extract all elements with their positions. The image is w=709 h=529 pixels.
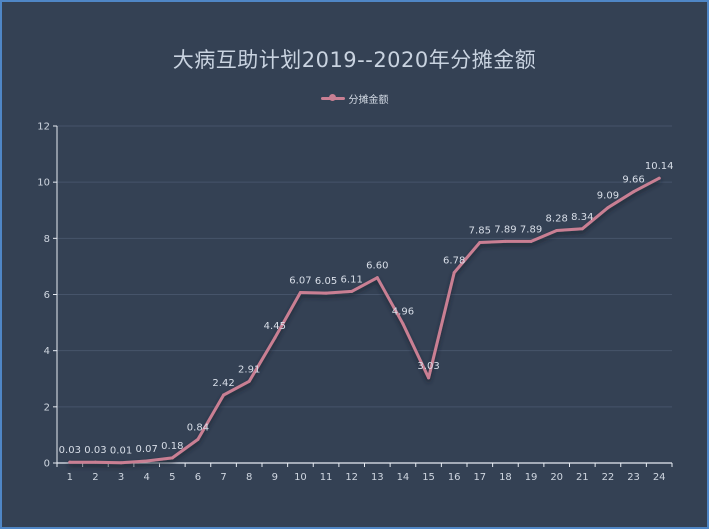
data-point[interactable] xyxy=(273,336,277,340)
data-label: 7.85 xyxy=(469,226,491,237)
data-label: 2.91 xyxy=(238,364,260,375)
legend-label: 分摊金额 xyxy=(348,95,389,106)
data-point[interactable] xyxy=(606,206,610,210)
data-label: 0.03 xyxy=(84,445,106,456)
x-tick-label: 21 xyxy=(576,472,589,483)
data-label: 7.89 xyxy=(520,224,542,235)
data-label: 6.05 xyxy=(315,276,337,287)
y-tick-label: 12 xyxy=(37,122,50,133)
data-point[interactable] xyxy=(93,460,97,464)
data-point[interactable] xyxy=(170,456,174,460)
x-tick-label: 20 xyxy=(550,472,563,483)
data-point[interactable] xyxy=(145,459,149,463)
data-point[interactable] xyxy=(452,271,456,275)
data-label: 6.07 xyxy=(289,276,311,287)
y-tick-label: 10 xyxy=(37,178,50,189)
chart-title: 大病互助计划2019--2020年分摊金额 xyxy=(172,48,537,72)
legend[interactable]: 分摊金额 xyxy=(0,91,709,106)
y-tick-label: 2 xyxy=(44,402,50,413)
y-tick-label: 4 xyxy=(44,346,50,357)
grid-lines xyxy=(57,125,672,408)
data-label: 0.18 xyxy=(161,441,183,452)
data-label: 9.66 xyxy=(622,175,644,186)
x-tick-label: 23 xyxy=(627,472,640,483)
data-point[interactable] xyxy=(478,241,482,245)
data-label: 0.03 xyxy=(59,445,81,456)
data-label: 0.07 xyxy=(136,444,158,455)
data-label: 7.89 xyxy=(494,224,516,235)
data-label: 2.42 xyxy=(212,378,234,389)
x-tick-label: 8 xyxy=(246,472,252,483)
data-point[interactable] xyxy=(350,289,354,293)
x-tick-label: 12 xyxy=(345,472,358,483)
data-point[interactable] xyxy=(68,460,72,464)
x-tick-label: 6 xyxy=(195,472,201,483)
x-tick-label: 9 xyxy=(272,472,278,483)
data-label: 0.84 xyxy=(187,422,209,433)
data-label: 4.45 xyxy=(264,321,286,332)
data-point[interactable] xyxy=(196,437,200,441)
x-tick-label: 18 xyxy=(499,472,512,483)
data-label: 8.34 xyxy=(571,212,593,223)
series-line-path[interactable] xyxy=(68,176,661,465)
x-tick-label: 5 xyxy=(169,472,175,483)
data-point[interactable] xyxy=(324,291,328,295)
data-point[interactable] xyxy=(529,239,533,243)
x-tick-label: 17 xyxy=(473,472,486,483)
data-label: 4.96 xyxy=(392,307,414,318)
x-tick-label: 2 xyxy=(92,472,98,483)
x-tick-label: 22 xyxy=(602,472,615,483)
x-tick-label: 15 xyxy=(422,472,435,483)
x-tick-label: 4 xyxy=(144,472,150,483)
y-tick-label: 6 xyxy=(44,290,50,301)
y-tick-label: 8 xyxy=(44,234,50,245)
data-point[interactable] xyxy=(632,190,636,194)
series-line xyxy=(68,176,661,465)
data-label: 0.01 xyxy=(110,446,132,457)
data-point[interactable] xyxy=(222,393,226,397)
data-point[interactable] xyxy=(427,376,431,380)
data-label: 9.09 xyxy=(597,191,619,202)
data-labels: 0.03 0.03 0.01 0.07 0.18 0.84 2.42 2.91 4.45 6.07… xyxy=(59,161,674,456)
x-tick-label: 16 xyxy=(448,472,461,483)
x-tick-label: 10 xyxy=(294,472,307,483)
data-point[interactable] xyxy=(298,291,302,295)
x-tick-label: 1 xyxy=(67,472,73,483)
data-point[interactable] xyxy=(247,379,251,383)
x-tick-label: 24 xyxy=(653,472,666,483)
x-tick-label: 11 xyxy=(320,472,333,483)
data-label: 3.03 xyxy=(417,361,439,372)
data-point[interactable] xyxy=(503,239,507,243)
data-point[interactable] xyxy=(555,228,559,232)
x-tick-label: 3 xyxy=(118,472,124,483)
legend-swatch xyxy=(320,94,345,101)
data-label: 10.14 xyxy=(645,161,674,172)
x-tick-label: 13 xyxy=(371,472,384,483)
data-point[interactable] xyxy=(657,176,661,180)
data-point[interactable] xyxy=(401,322,405,326)
data-label: 6.60 xyxy=(366,261,388,272)
x-tick-label: 19 xyxy=(525,472,538,483)
y-tick-label: 0 xyxy=(44,459,50,470)
data-label: 6.11 xyxy=(341,274,363,285)
x-tick-label: 7 xyxy=(220,472,226,483)
data-point[interactable] xyxy=(375,276,379,280)
x-tick-label: 14 xyxy=(397,472,410,483)
data-label: 8.28 xyxy=(546,213,568,224)
data-point[interactable] xyxy=(580,227,584,231)
data-point[interactable] xyxy=(119,461,123,465)
data-label: 6.78 xyxy=(443,256,465,267)
